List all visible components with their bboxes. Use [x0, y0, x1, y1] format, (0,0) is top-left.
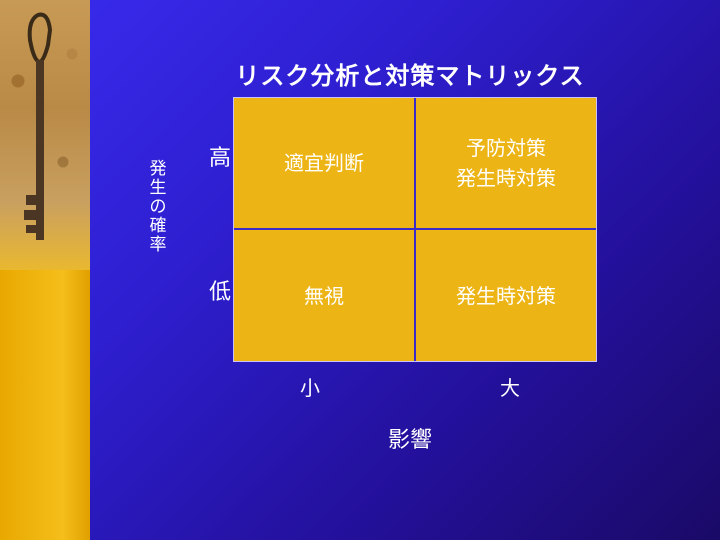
row-label-high: 高	[208, 146, 231, 171]
x-axis-label: 影響	[387, 428, 432, 453]
matrix-divider-horizontal	[234, 228, 596, 230]
cell-bottom-right: 発生時対策	[416, 230, 596, 361]
risk-matrix: 適宜判断 予防対策 発生時対策 無視 発生時対策	[233, 97, 597, 362]
cell-top-right-line2: 発生時対策	[456, 166, 556, 190]
cell-top-left-text: 適宜判断	[284, 151, 364, 175]
slide-title: リスク分析と対策マトリックス	[235, 62, 585, 90]
cell-bottom-left: 無視	[234, 230, 414, 361]
cell-bottom-right-text: 発生時対策	[456, 283, 556, 308]
row-label-low: 低	[208, 280, 231, 305]
key-photo	[0, 0, 90, 270]
y-axis-label: 発生の確率	[149, 159, 167, 255]
col-label-small: 小	[300, 376, 320, 400]
col-label-large: 大	[500, 376, 520, 400]
cell-top-right: 予防対策 発生時対策	[416, 98, 596, 228]
cell-top-left: 適宜判断	[234, 98, 414, 228]
key-icon	[24, 12, 53, 240]
cell-bottom-left-text: 無視	[304, 283, 344, 308]
cell-top-right-line1: 予防対策	[466, 136, 546, 160]
